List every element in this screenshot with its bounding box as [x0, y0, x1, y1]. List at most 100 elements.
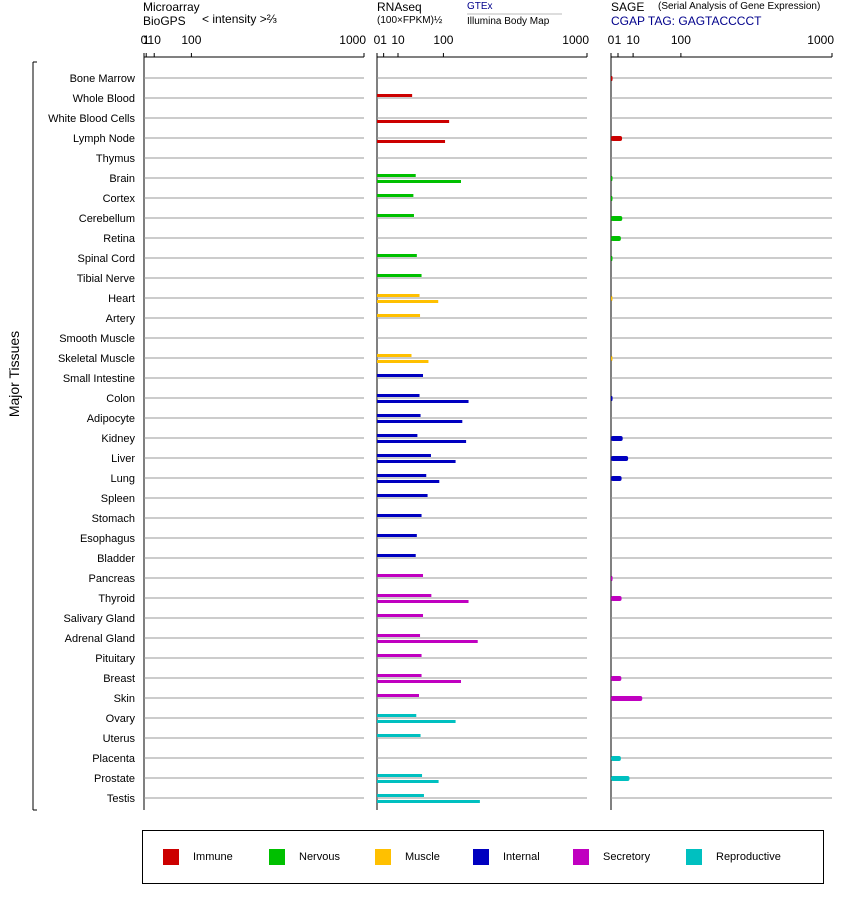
sage-bar	[611, 356, 613, 361]
gtex-label: GTEx	[467, 1, 493, 12]
legend-internal-swatch	[473, 849, 489, 865]
microarray-tick-label-1: 1	[143, 33, 150, 47]
sage-note: (Serial Analysis of Gene Expression)	[658, 1, 821, 12]
rnaseq-tick-label-1: 1	[380, 33, 387, 47]
tissue-label: White Blood Cells	[48, 113, 135, 125]
illumina-bar	[377, 800, 480, 803]
legend-muscle-label: Muscle	[405, 851, 440, 863]
tissue-label: Pituitary	[95, 653, 135, 665]
sage-bar	[611, 396, 613, 401]
legend-muscle-swatch	[375, 849, 391, 865]
tissue-label: Spinal Cord	[78, 253, 135, 265]
tissue-label: Bladder	[97, 553, 135, 565]
sage-title: SAGE	[611, 0, 645, 14]
gtex-bar	[377, 354, 412, 357]
illumina-bar	[377, 420, 463, 423]
illumina-bar	[377, 640, 478, 643]
gtex-bar	[377, 494, 428, 497]
tissue-label: Spleen	[101, 493, 135, 505]
tissue-label: Small Intestine	[63, 373, 135, 385]
illumina-bar	[377, 480, 440, 483]
gtex-bar	[377, 374, 424, 377]
tissue-label: Colon	[106, 393, 135, 405]
rnaseq-tick-label-10: 10	[391, 33, 405, 47]
sage-bar	[611, 456, 629, 461]
rnaseq-tick-label-100: 100	[433, 33, 453, 47]
y-axis-label: Major Tissues	[6, 331, 22, 417]
gtex-bar	[377, 294, 420, 297]
illumina-bar	[377, 300, 439, 303]
rnaseq-scale: (100×FPKM)½	[377, 15, 443, 26]
gtex-bar	[377, 794, 424, 797]
tissue-label: Ovary	[106, 713, 136, 725]
gtex-bar	[377, 314, 421, 317]
sage-bar	[611, 236, 621, 241]
sage-bar	[611, 76, 613, 81]
sage-bar	[611, 136, 623, 141]
legend-secretory-label: Secretory	[603, 851, 651, 863]
gtex-bar	[377, 694, 419, 697]
tissue-label: Breast	[103, 673, 135, 685]
gtex-bar	[377, 214, 414, 217]
gtex-bar	[377, 734, 421, 737]
sage-tick-label-1000: 1000	[807, 33, 834, 47]
microarray-subtitle: BioGPS	[143, 14, 186, 28]
sage-tick-label-0: 0	[608, 33, 615, 47]
illumina-bar	[377, 360, 429, 363]
legend-nervous-swatch	[269, 849, 285, 865]
tissue-label: Lymph Node	[73, 133, 135, 145]
sage-tick-label-1: 1	[615, 33, 622, 47]
tissue-label: Lung	[111, 473, 135, 485]
gtex-bar	[377, 394, 420, 397]
tissue-label: Kidney	[101, 433, 135, 445]
sage-bar	[611, 436, 623, 441]
tissue-label: Thymus	[96, 153, 136, 165]
sage-bar	[611, 196, 613, 201]
legend-internal-label: Internal	[503, 851, 540, 863]
sage-bar	[611, 676, 622, 681]
tissue-label: Liver	[111, 453, 135, 465]
rnaseq-tick-label-0: 0	[374, 33, 381, 47]
tissue-label: Cerebellum	[79, 213, 135, 225]
microarray-scale: < intensity >⅔	[202, 12, 277, 26]
legend: Immune Nervous Muscle Internal Secretory…	[142, 830, 824, 884]
sage-bar	[611, 216, 623, 221]
microarray-tick-label-100: 100	[181, 33, 201, 47]
tissue-label: Brain	[109, 173, 135, 185]
illumina-bar	[377, 460, 456, 463]
gtex-bar	[377, 574, 424, 577]
microarray-title: Microarray	[143, 0, 200, 14]
gtex-bar	[377, 594, 432, 597]
gtex-bar	[377, 654, 422, 657]
sage-bar	[611, 776, 630, 781]
gtex-bar	[377, 634, 421, 637]
gtex-bar	[377, 774, 423, 777]
illumina-bar	[377, 720, 456, 723]
tissue-label: Tibial Nerve	[77, 273, 135, 285]
tissue-label: Smooth Muscle	[59, 333, 135, 345]
sage-bar	[611, 756, 621, 761]
tissue-label: Placenta	[92, 753, 136, 765]
legend-nervous-label: Nervous	[299, 851, 340, 863]
gtex-bar	[377, 514, 422, 517]
gtex-bar	[377, 454, 431, 457]
illumina-bar	[377, 120, 450, 123]
gtex-bar	[377, 714, 417, 717]
tissue-label: Adrenal Gland	[65, 633, 135, 645]
tissue-label: Pancreas	[89, 573, 136, 585]
gtex-bar	[377, 254, 417, 257]
sage-tag: CGAP TAG: GAGTACCCCT	[611, 14, 762, 28]
gtex-bar	[377, 554, 416, 557]
gtex-bar	[377, 434, 418, 437]
tissue-label: Whole Blood	[73, 93, 135, 105]
legend-immune-swatch	[163, 849, 179, 865]
tissue-label: Bone Marrow	[70, 73, 135, 85]
gtex-bar	[377, 174, 416, 177]
legend-secretory-swatch	[573, 849, 589, 865]
illumina-bar	[377, 180, 461, 183]
sage-bar	[611, 176, 613, 181]
microarray-tick-label-1000: 1000	[339, 33, 366, 47]
legend-immune-label: Immune	[193, 851, 233, 863]
illumina-bar	[377, 680, 461, 683]
gtex-bar	[377, 614, 424, 617]
